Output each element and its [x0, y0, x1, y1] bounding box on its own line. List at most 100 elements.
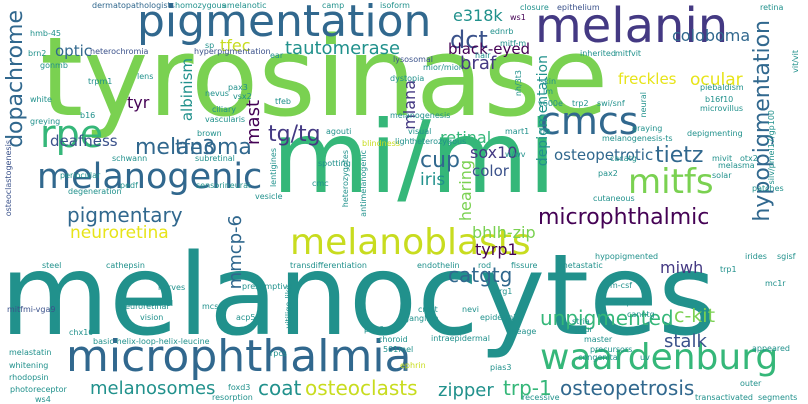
word-hyperpigmentation: hyperpigmentation: [194, 47, 271, 56]
word-freckles: freckles: [618, 70, 677, 88]
word-camp: camp: [322, 1, 345, 10]
word-iris: iris: [420, 170, 446, 190]
word-schwann: schwann: [112, 154, 148, 163]
word-osteopetrotic: osteopetrotic: [554, 146, 654, 164]
word-cmcs: cmcs: [540, 99, 639, 143]
word-rpe: rpe: [40, 112, 104, 156]
word-ws1: ws1: [510, 13, 526, 22]
word-tfeb: tfeb: [275, 97, 291, 106]
word-pedf: pedf: [120, 181, 138, 190]
word-inherited: inherited: [580, 49, 616, 58]
word-deafness: deafness: [50, 132, 118, 150]
word-e318k: e318k: [453, 6, 503, 25]
word-master: master: [584, 335, 613, 344]
word-pax3: pax3: [228, 83, 248, 92]
word-vesicle: vesicle: [255, 192, 283, 201]
word-neuroretina: neuroretina: [70, 223, 169, 243]
word-braf: braf: [460, 53, 497, 74]
word-mitf-m: mitf-m: [500, 39, 527, 48]
word-spotting: spotting: [318, 159, 351, 168]
word-cup: cup: [420, 148, 461, 173]
word-mast: mast: [243, 100, 264, 145]
word-epithelium: epithelium: [557, 3, 600, 12]
word-osteopetrosis: osteopetrosis: [560, 376, 695, 400]
word-brg1: brg1: [494, 287, 513, 296]
word-color: color: [472, 162, 509, 180]
word-coloboma: coloboma: [672, 26, 751, 45]
word-tyrosinase: tyrosinase: [40, 13, 609, 141]
word-v600e: v600e: [538, 99, 563, 108]
word-precursors: precursors: [590, 345, 633, 354]
word-pias3: pias3: [490, 363, 512, 372]
word-melanoma: melanoma: [135, 135, 252, 160]
word-brown: brown: [197, 129, 222, 138]
word-vsx2: vsx2: [233, 92, 252, 101]
word-patches: patches: [752, 184, 784, 193]
word-neuroretinal: neuroretinal: [120, 302, 169, 311]
word-degeneration: degeneration: [68, 187, 122, 196]
word-appeared: appeared: [752, 344, 790, 353]
word-black-eyed: black-eyed: [448, 40, 531, 58]
word-neural: neural: [639, 92, 648, 118]
word-graying: graying: [632, 124, 663, 133]
word-albinism: albinism: [178, 58, 196, 122]
word-m-csf: m-csf: [610, 281, 633, 290]
word-tfe3: tfe3: [175, 135, 215, 159]
word-chx10: chx10: [69, 328, 94, 337]
word-intraepidermal: intraepidermal: [431, 334, 490, 343]
word-optic: optic: [55, 42, 92, 60]
word-irides: irides: [745, 252, 767, 261]
word-agouti: agouti: [326, 127, 352, 136]
word-mcscs: mcscs: [202, 302, 227, 311]
word-mior-mior: mior/mior: [423, 63, 463, 72]
word-colour: colour: [568, 325, 593, 334]
word-antimelanogenic: antimelanogenic: [359, 150, 368, 217]
word-endothelin: endothelin: [417, 261, 460, 270]
word-mmcp-6: mmcp-6: [225, 215, 246, 290]
word-mitfs: mitfs: [628, 162, 714, 202]
word-transdifferentiation: transdifferentiation: [290, 261, 367, 270]
word-nevi: nevi: [462, 305, 479, 314]
word-sp: sp: [205, 41, 215, 50]
word-ednrb: ednrb: [490, 27, 514, 36]
word-congenital: congenital: [578, 353, 620, 362]
word-b16: b16: [80, 111, 96, 120]
word-swi-snf: swi/snf: [597, 99, 625, 108]
word-mitfvit: mitfvit: [615, 49, 642, 58]
word-heterochromia: heterochromia: [90, 47, 149, 56]
word-ganglion: ganglion: [404, 314, 439, 323]
word-fissure: fissure: [511, 261, 538, 270]
word-mitfmi-vga9: mitfmi-vga9: [7, 305, 56, 314]
word-trpm1: trpm1: [88, 77, 113, 86]
word-vision: vision: [140, 313, 164, 322]
word-501mel: 501mel: [383, 345, 414, 354]
word-sgisf: sgisf: [777, 252, 796, 261]
word-outer: outer: [740, 379, 762, 388]
word-isoform: isoform: [380, 1, 410, 10]
word-hair: hair: [475, 51, 491, 60]
word-vit-vit: vit/vit: [791, 50, 800, 73]
word-microvillus: microvillus: [700, 104, 744, 113]
word-trp2: trp2: [572, 99, 589, 108]
word-mlana: mlana: [400, 80, 419, 130]
word-ear: ear: [270, 51, 284, 60]
word-periocular: periocular: [60, 171, 101, 180]
word-rod: rod: [478, 261, 492, 270]
word-melanocytes: melanocytes: [0, 231, 717, 361]
word-vascularis: vascularis: [205, 115, 246, 124]
word-lentigines: lentigines: [269, 148, 278, 188]
word-tautomerase: tautomerase: [285, 38, 401, 59]
word-pigmentation: pigmentation: [137, 0, 432, 47]
word-brn2: brn2: [28, 49, 47, 58]
word-serpinf1: serpinf1: [614, 298, 647, 307]
word-choroid: choroid: [378, 335, 408, 344]
word-dopachrome: dopachrome: [3, 10, 28, 148]
word-hypopigmented: hypopigmented: [595, 252, 659, 261]
word-microphthalmic: microphthalmic: [538, 205, 710, 230]
word-transactivated: transactivated: [695, 393, 753, 402]
word-melanosomes: melanosomes: [90, 378, 216, 399]
word-mc1r: mc1r: [765, 279, 786, 288]
word-resorption: resorption: [212, 393, 253, 402]
word-miwh: miwh: [660, 258, 704, 277]
word-melanogenesis-ts: melanogenesis-ts: [602, 134, 673, 143]
